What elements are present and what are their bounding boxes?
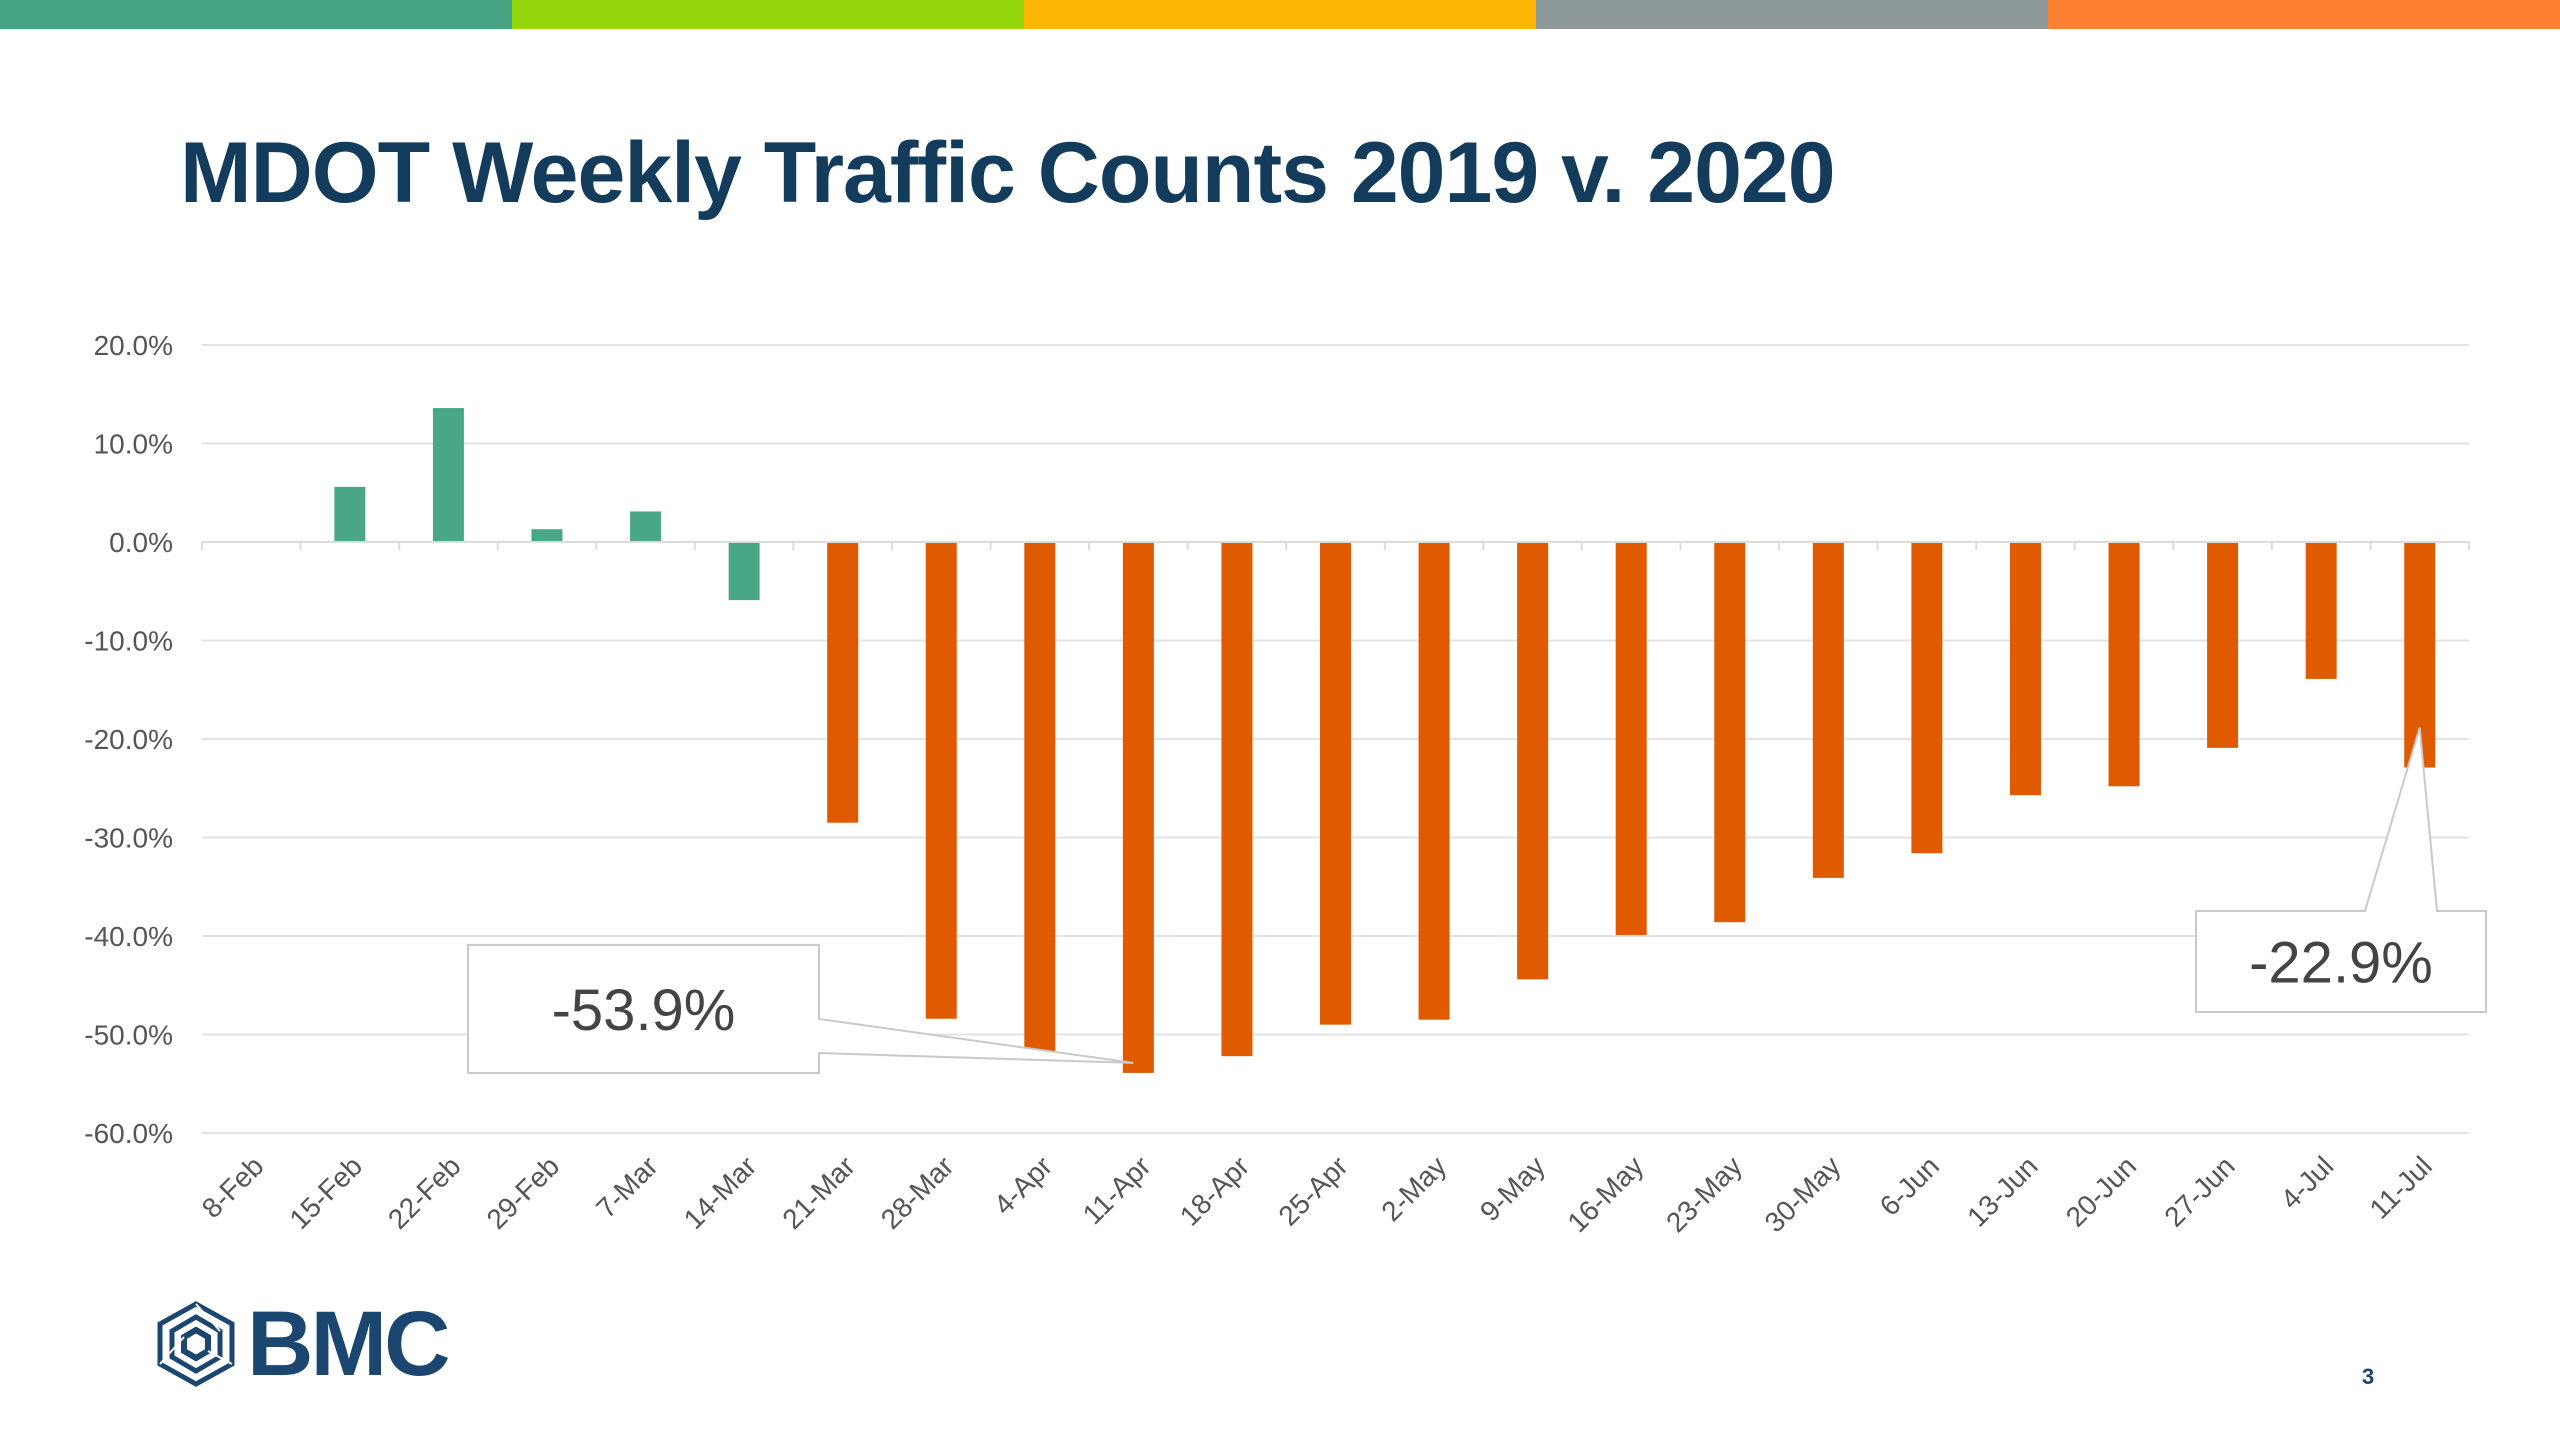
callout-11-Apr: -53.9% — [467, 944, 1134, 1074]
x-tick-label: 4-Jul — [2275, 1150, 2340, 1215]
y-tick-label: 0.0% — [109, 527, 173, 558]
callout-11-Jul: -22.9% — [2195, 727, 2487, 1013]
stripe-yellow — [1024, 0, 1536, 29]
x-tick-label: 27-Jun — [2158, 1150, 2240, 1232]
x-tick-label: 8-Feb — [196, 1150, 270, 1224]
bar-9-May — [1517, 542, 1549, 980]
x-tick-label: 22-Feb — [382, 1150, 467, 1235]
page-number: 3 — [2362, 1364, 2375, 1389]
x-tick-label: 21-Mar — [776, 1150, 861, 1235]
x-tick-label: 11-Jul — [2364, 1150, 2438, 1224]
top-color-stripes — [0, 0, 2560, 29]
bar-23-May — [1714, 542, 1746, 923]
x-tick-label: 11-Apr — [1077, 1150, 1157, 1230]
y-tick-label: -20.0% — [84, 724, 173, 755]
y-tick-label: -60.0% — [84, 1118, 173, 1149]
callouts: -53.9% -22.9% — [467, 727, 2487, 1074]
callout-label: -53.9% — [552, 978, 736, 1043]
bar-16-May — [1615, 542, 1647, 936]
bar-4-Jul — [2305, 542, 2337, 679]
bar-20-Jun — [2108, 542, 2140, 787]
bmc-logo: BMC — [155, 1293, 451, 1395]
callout-label: -22.9% — [2249, 931, 2433, 996]
bar-2-May — [1418, 542, 1450, 1020]
x-tick-label: 7-Mar — [590, 1150, 664, 1224]
x-tick-label: 2-May — [1375, 1150, 1452, 1227]
y-tick-label: -10.0% — [84, 626, 173, 657]
bar-29-Feb — [531, 529, 563, 542]
stripe-gray — [1536, 0, 2048, 29]
x-tick-label: 13-Jun — [1961, 1150, 2043, 1232]
bar-25-Apr — [1320, 542, 1351, 1025]
x-tick-label: 30-May — [1759, 1150, 1847, 1238]
bar-30-May — [1812, 542, 1844, 878]
callout-box — [2195, 727, 2487, 1013]
stripe-orange — [2048, 0, 2560, 29]
bar-7-Mar — [630, 511, 662, 542]
bar-28-Mar — [925, 542, 957, 1019]
bar-15-Feb — [334, 486, 366, 542]
x-tick-label: 29-Feb — [481, 1150, 566, 1235]
y-tick-label: 10.0% — [94, 429, 173, 460]
bars — [334, 408, 2436, 1073]
bar-14-Mar — [728, 542, 760, 601]
x-tick-label: 20-Jun — [2060, 1150, 2142, 1232]
y-tick-label: 20.0% — [94, 330, 173, 361]
bar-11-Apr — [1122, 542, 1154, 1073]
bar-4-Apr — [1024, 542, 1056, 1059]
y-tick-label: -50.0% — [84, 1020, 173, 1051]
bar-21-Mar — [827, 542, 859, 823]
x-tick-label: 4-Apr — [988, 1150, 1058, 1220]
x-tick-label: 14-Mar — [678, 1150, 763, 1235]
logo-text: BMC — [247, 1293, 451, 1395]
x-tick-label: 28-Mar — [875, 1150, 960, 1235]
bmc-hexagon-icon — [157, 1301, 235, 1387]
y-tick-label: -40.0% — [84, 921, 173, 952]
bar-18-Apr — [1221, 542, 1253, 1057]
x-tick-label: 25-Apr — [1272, 1150, 1353, 1231]
x-tick-label: 6-Jun — [1874, 1150, 1945, 1221]
x-tick-label: 23-May — [1660, 1150, 1748, 1238]
x-axis-labels: 8-Feb 15-Feb 22-Feb 29-Feb 7-Mar 14-Mar 21-Mar… — [196, 1150, 2438, 1238]
x-axis — [201, 541, 2470, 550]
bar-27-Jun — [2207, 542, 2239, 748]
bar-13-Jun — [2009, 542, 2041, 796]
slide-title: MDOT Weekly Traffic Counts 2019 v. 2020 — [180, 125, 1836, 221]
y-axis-labels: 20.0% 10.0% 0.0% -10.0% -20.0% -30.0% -40.0% -5… — [84, 330, 173, 1149]
bar-22-Feb — [432, 408, 464, 542]
x-tick-label: 9-May — [1474, 1150, 1551, 1227]
y-tick-label: -30.0% — [84, 823, 173, 854]
x-tick-label: 16-May — [1561, 1150, 1649, 1238]
stripe-green — [0, 0, 512, 29]
stripe-lime — [512, 0, 1024, 29]
x-tick-label: 18-Apr — [1174, 1150, 1255, 1231]
callout-box — [467, 944, 1134, 1074]
x-tick-label: 15-Feb — [283, 1150, 368, 1235]
bar-6-Jun — [1911, 542, 1943, 854]
